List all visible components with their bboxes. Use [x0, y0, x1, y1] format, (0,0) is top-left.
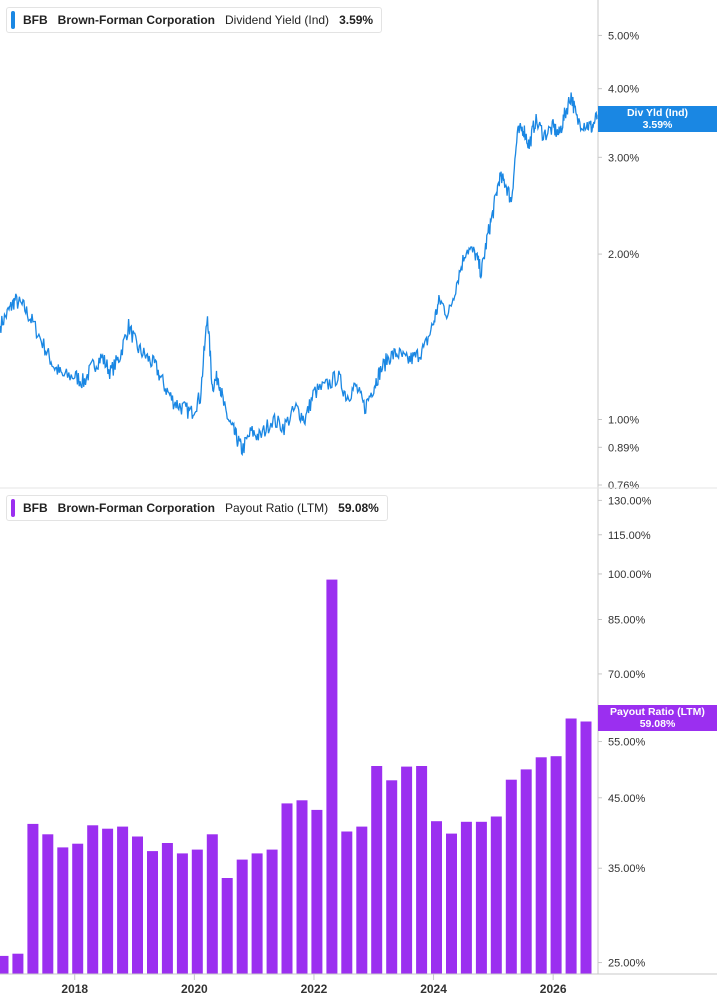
payout-ratio-bar — [446, 833, 457, 974]
payout-ratio-bar — [431, 821, 442, 974]
legend-metric: Payout Ratio (LTM) — [225, 501, 329, 515]
series-color-swatch — [11, 11, 15, 29]
legend-metric: Dividend Yield (Ind) — [225, 13, 330, 27]
payout-ratio-bar — [490, 816, 502, 974]
payout-ratio-bar — [206, 834, 218, 974]
payout-ratio-bar — [505, 779, 517, 974]
x-axis: 2018 2020 2022 2024 2026 — [61, 974, 567, 996]
payout-ratio-bar — [42, 834, 54, 974]
payout-ratio-bar — [87, 825, 99, 974]
payout-ratio-bar — [27, 823, 39, 974]
payout-ratio-bar — [266, 849, 278, 974]
payout-ratio-bar — [147, 851, 158, 974]
payout-ratio-bar — [371, 766, 383, 974]
flag-label: Payout Ratio (LTM) — [610, 706, 705, 718]
y-tick-label: 2.00% — [608, 249, 639, 261]
payout-ratio-bar — [475, 821, 487, 974]
dividend-yield-panel: 5.00% 4.00% 3.00% 2.00% 1.00% 0.89% 0.76% — [0, 30, 639, 492]
y-tick-label: 0.89% — [608, 442, 639, 454]
y-tick-label: 130.00% — [608, 495, 652, 507]
y-tick-label: 0.76% — [608, 480, 639, 492]
payout-ratio-bar — [12, 953, 24, 974]
y-tick-label: 3.00% — [608, 152, 639, 164]
y-tick-label: 55.00% — [608, 737, 646, 749]
legend-ticker: BFB — [23, 13, 48, 27]
payout-ratio-bar — [72, 843, 84, 974]
y-tick-label: 85.00% — [608, 615, 646, 627]
flag-value: 3.59% — [642, 119, 673, 131]
payout-ratio-bar — [117, 826, 129, 974]
y-tick-label: 45.00% — [608, 793, 646, 805]
y-tick-label: 115.00% — [608, 530, 651, 542]
payout-ratio-bar — [296, 800, 308, 974]
legend-value: 3.59% — [339, 13, 374, 27]
payout-ratio-bar — [57, 847, 69, 974]
y-tick-label: 100.00% — [608, 569, 652, 581]
payout-ratio-bar — [416, 766, 428, 974]
x-tick-label: 2020 — [181, 982, 208, 996]
series-color-swatch — [11, 499, 15, 517]
payout-ratio-bar — [520, 769, 532, 974]
x-tick-label: 2018 — [61, 982, 88, 996]
payout-ratio-bar — [535, 757, 547, 974]
payout-ratio-bar — [341, 831, 353, 974]
payout-ratio-bar — [460, 821, 472, 974]
payout-ratio-legend[interactable]: BFB Brown-Forman Corporation Payout Rati… — [6, 495, 388, 521]
legend-company: Brown-Forman Corporation — [57, 501, 215, 515]
payout-ratio-bar — [580, 721, 592, 974]
payout-ratio-bar — [176, 853, 188, 974]
flag-value: 59.08% — [639, 718, 676, 730]
payout-ratio-bar — [550, 756, 562, 974]
payout-ratio-panel: 130.00% 115.00% 100.00% 85.00% 70.00% 55.00% 4… — [0, 495, 652, 974]
payout-ratio-bar — [311, 809, 323, 974]
x-tick-label: 2026 — [540, 982, 567, 996]
legend-company: Brown-Forman Corporation — [57, 13, 215, 27]
payout-ratio-bar — [565, 718, 577, 974]
dividend-yield-last-value-flag: Div Yld (Ind) 3.59% — [598, 106, 717, 132]
y-tick-label: 5.00% — [608, 30, 639, 42]
payout-ratio-bar — [326, 579, 338, 974]
y-tick-label: 70.00% — [608, 669, 646, 681]
legend-value: 59.08% — [338, 501, 379, 515]
y-tick-label: 25.00% — [608, 958, 646, 970]
payout-ratio-bar — [356, 826, 368, 974]
dividend-yield-line — [0, 92, 599, 457]
payout-ratio-bar — [281, 803, 293, 974]
x-tick-label: 2022 — [301, 982, 328, 996]
payout-ratio-bar — [161, 843, 173, 974]
payout-ratio-bar — [191, 849, 203, 974]
legend-ticker: BFB — [23, 501, 48, 515]
x-tick-label: 2024 — [420, 982, 447, 996]
y-tick-label: 4.00% — [608, 84, 639, 96]
payout-ratio-bar — [401, 766, 413, 974]
flag-label: Div Yld (Ind) — [626, 107, 689, 119]
payout-ratio-bar — [132, 836, 143, 974]
y-tick-label: 35.00% — [608, 863, 646, 875]
dividend-yield-legend[interactable]: BFB Brown-Forman Corporation Dividend Yi… — [6, 7, 383, 33]
payout-ratio-bar — [221, 878, 233, 974]
payout-ratio-bar — [236, 859, 248, 974]
payout-ratio-bar — [0, 955, 9, 974]
payout-ratio-bar — [386, 780, 398, 974]
payout-ratio-last-value-flag: Payout Ratio (LTM) 59.08% — [598, 705, 717, 731]
payout-ratio-bar — [251, 853, 263, 974]
y-tick-label: 1.00% — [608, 415, 639, 427]
payout-ratio-bar — [102, 828, 114, 974]
